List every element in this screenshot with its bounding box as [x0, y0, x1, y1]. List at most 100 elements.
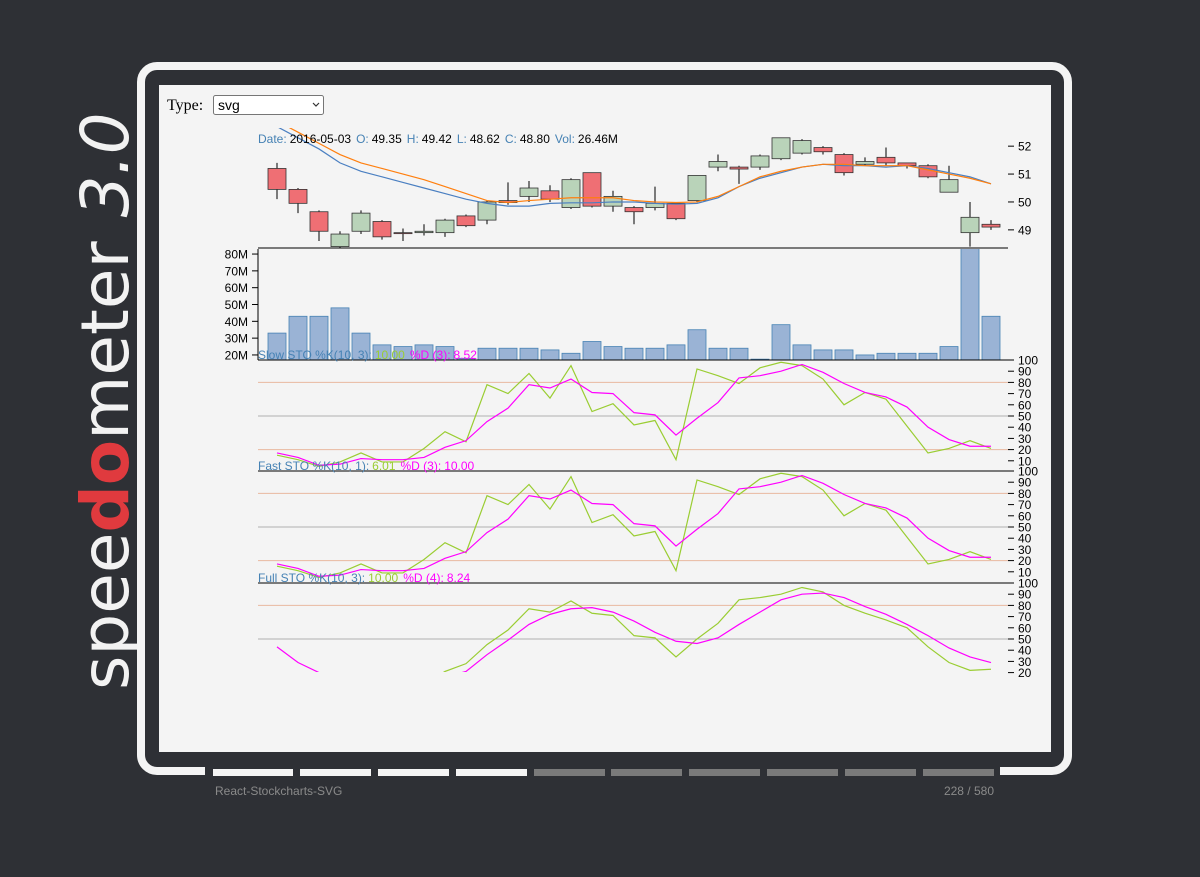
volume-bar: [288, 315, 308, 360]
test-name: React-Stockcharts-SVG: [215, 784, 342, 798]
y-tick-label: 20: [1018, 554, 1032, 568]
y-tick-label: 100: [1018, 465, 1038, 479]
volume-bar: [897, 352, 917, 360]
progress-done: [378, 769, 449, 776]
type-select[interactable]: svg: [213, 95, 324, 115]
candle-body: [456, 215, 476, 227]
y-tick-label: 30: [1018, 655, 1032, 669]
candle-body: [750, 155, 770, 168]
y-tick-label: 51: [1018, 168, 1032, 182]
panel: [267, 128, 1001, 248]
volume-bar: [918, 352, 938, 360]
volume-bar: [603, 346, 623, 360]
progress-count: 228 / 580: [944, 784, 994, 798]
progress-todo: [923, 769, 994, 776]
legend-name: %D (4):: [403, 571, 444, 585]
candle-body: [876, 156, 896, 164]
line: [442, 586, 992, 672]
candle-body: [981, 223, 1001, 228]
y-tick-label: 20: [1018, 443, 1032, 457]
y-tick-label: 40: [1018, 644, 1032, 658]
y-tick-label: 100: [1018, 354, 1038, 368]
tooltip-label: Vol:: [555, 132, 575, 146]
candle-body: [960, 216, 980, 234]
legend-name: %D (3):: [410, 348, 451, 362]
progress-done: [300, 769, 371, 776]
volume-bar: [561, 352, 581, 360]
progress-todo: [845, 769, 916, 776]
volume-bar: [267, 332, 287, 360]
candle-body: [729, 166, 749, 170]
y-tick-label: 49: [1018, 223, 1032, 237]
tooltip-label: C:: [505, 132, 517, 146]
logo-version: 3.0: [67, 112, 144, 217]
candle-body: [708, 161, 728, 168]
y-tick-label: 60: [1018, 509, 1032, 523]
select-value[interactable]: svg: [218, 97, 240, 113]
legend-value: 6.01: [372, 459, 396, 473]
volume-bar: [414, 344, 434, 360]
volume-bar: [813, 349, 833, 360]
volume-bar: [372, 344, 392, 360]
progress-todo: [534, 769, 605, 776]
volume-bar: [498, 347, 518, 360]
y-tick-label: 80: [1018, 599, 1032, 613]
y-tick-label: 60M: [225, 281, 248, 295]
legend: Full STO %K(10, 3): 10.00 %D (4): 8.24: [258, 571, 471, 585]
legend-value: 8.52: [454, 348, 478, 362]
y-tick-label: 80: [1018, 376, 1032, 390]
y-tick-label: 50: [1018, 633, 1032, 647]
candle-body: [666, 202, 686, 220]
tooltip-label: L:: [457, 132, 467, 146]
y-tick-label: 40: [1018, 532, 1032, 546]
y-tick-label: 80M: [225, 248, 248, 262]
y-tick-label: 90: [1018, 588, 1032, 602]
y-tick-label: 20M: [225, 348, 248, 362]
tooltip-value: 49.35: [372, 132, 402, 146]
candle-body: [477, 201, 497, 221]
volume-bar: [477, 347, 497, 360]
legend-name: Slow STO %K(10, 3):: [258, 348, 372, 362]
candle-body: [372, 221, 392, 238]
volume-bar: [540, 349, 560, 360]
select-box[interactable]: [213, 95, 324, 115]
candle-body: [435, 219, 455, 234]
volume-bar: [771, 324, 791, 360]
volume-bar: [729, 347, 749, 360]
legend-name: Fast STO %K(10, 1):: [258, 459, 369, 473]
candle-body: [393, 232, 413, 235]
candle-body: [624, 207, 644, 213]
tooltip: Date: 2016-05-03 O: 49.35 H: 49.42 L: 48.62 C: 48…: [258, 132, 618, 146]
y-tick-label: 50M: [225, 298, 248, 312]
legend-name: Full STO %K(10, 3):: [258, 571, 365, 585]
tooltip-label: Date:: [258, 132, 287, 146]
candle-body: [603, 195, 623, 207]
select-arrow: [312, 102, 320, 107]
tooltip-value: 2016-05-03: [290, 132, 352, 146]
legend: Fast STO %K(10, 1): 6.01 %D (3): 10.00: [258, 459, 475, 473]
panel: [258, 472, 1008, 579]
candle-body: [855, 161, 875, 165]
progress-todo: [767, 769, 838, 776]
progress-todo: [611, 769, 682, 776]
candle-body: [792, 140, 812, 154]
y-tick-label: 100: [1018, 577, 1038, 591]
logo-accent: do: [67, 440, 144, 533]
volume-bar: [981, 315, 1001, 360]
content: [159, 85, 1051, 752]
y-tick-label: 90: [1018, 365, 1032, 379]
line: [276, 472, 992, 579]
y-tick-label: 10: [1018, 454, 1032, 468]
progress-done: [213, 769, 293, 776]
logo-text: meter: [67, 241, 144, 440]
logo: speedometer 3.0: [67, 112, 144, 690]
y-tick-label: 70: [1018, 498, 1032, 512]
y-tick-label: 10: [1018, 565, 1032, 579]
type-label: Type:: [167, 97, 203, 114]
volume-bar: [687, 329, 707, 360]
y-tick-label: 40M: [225, 315, 248, 329]
tooltip-value: 48.80: [520, 132, 550, 146]
y-tick-label: 52: [1018, 140, 1032, 154]
progress-todo: [689, 769, 760, 776]
